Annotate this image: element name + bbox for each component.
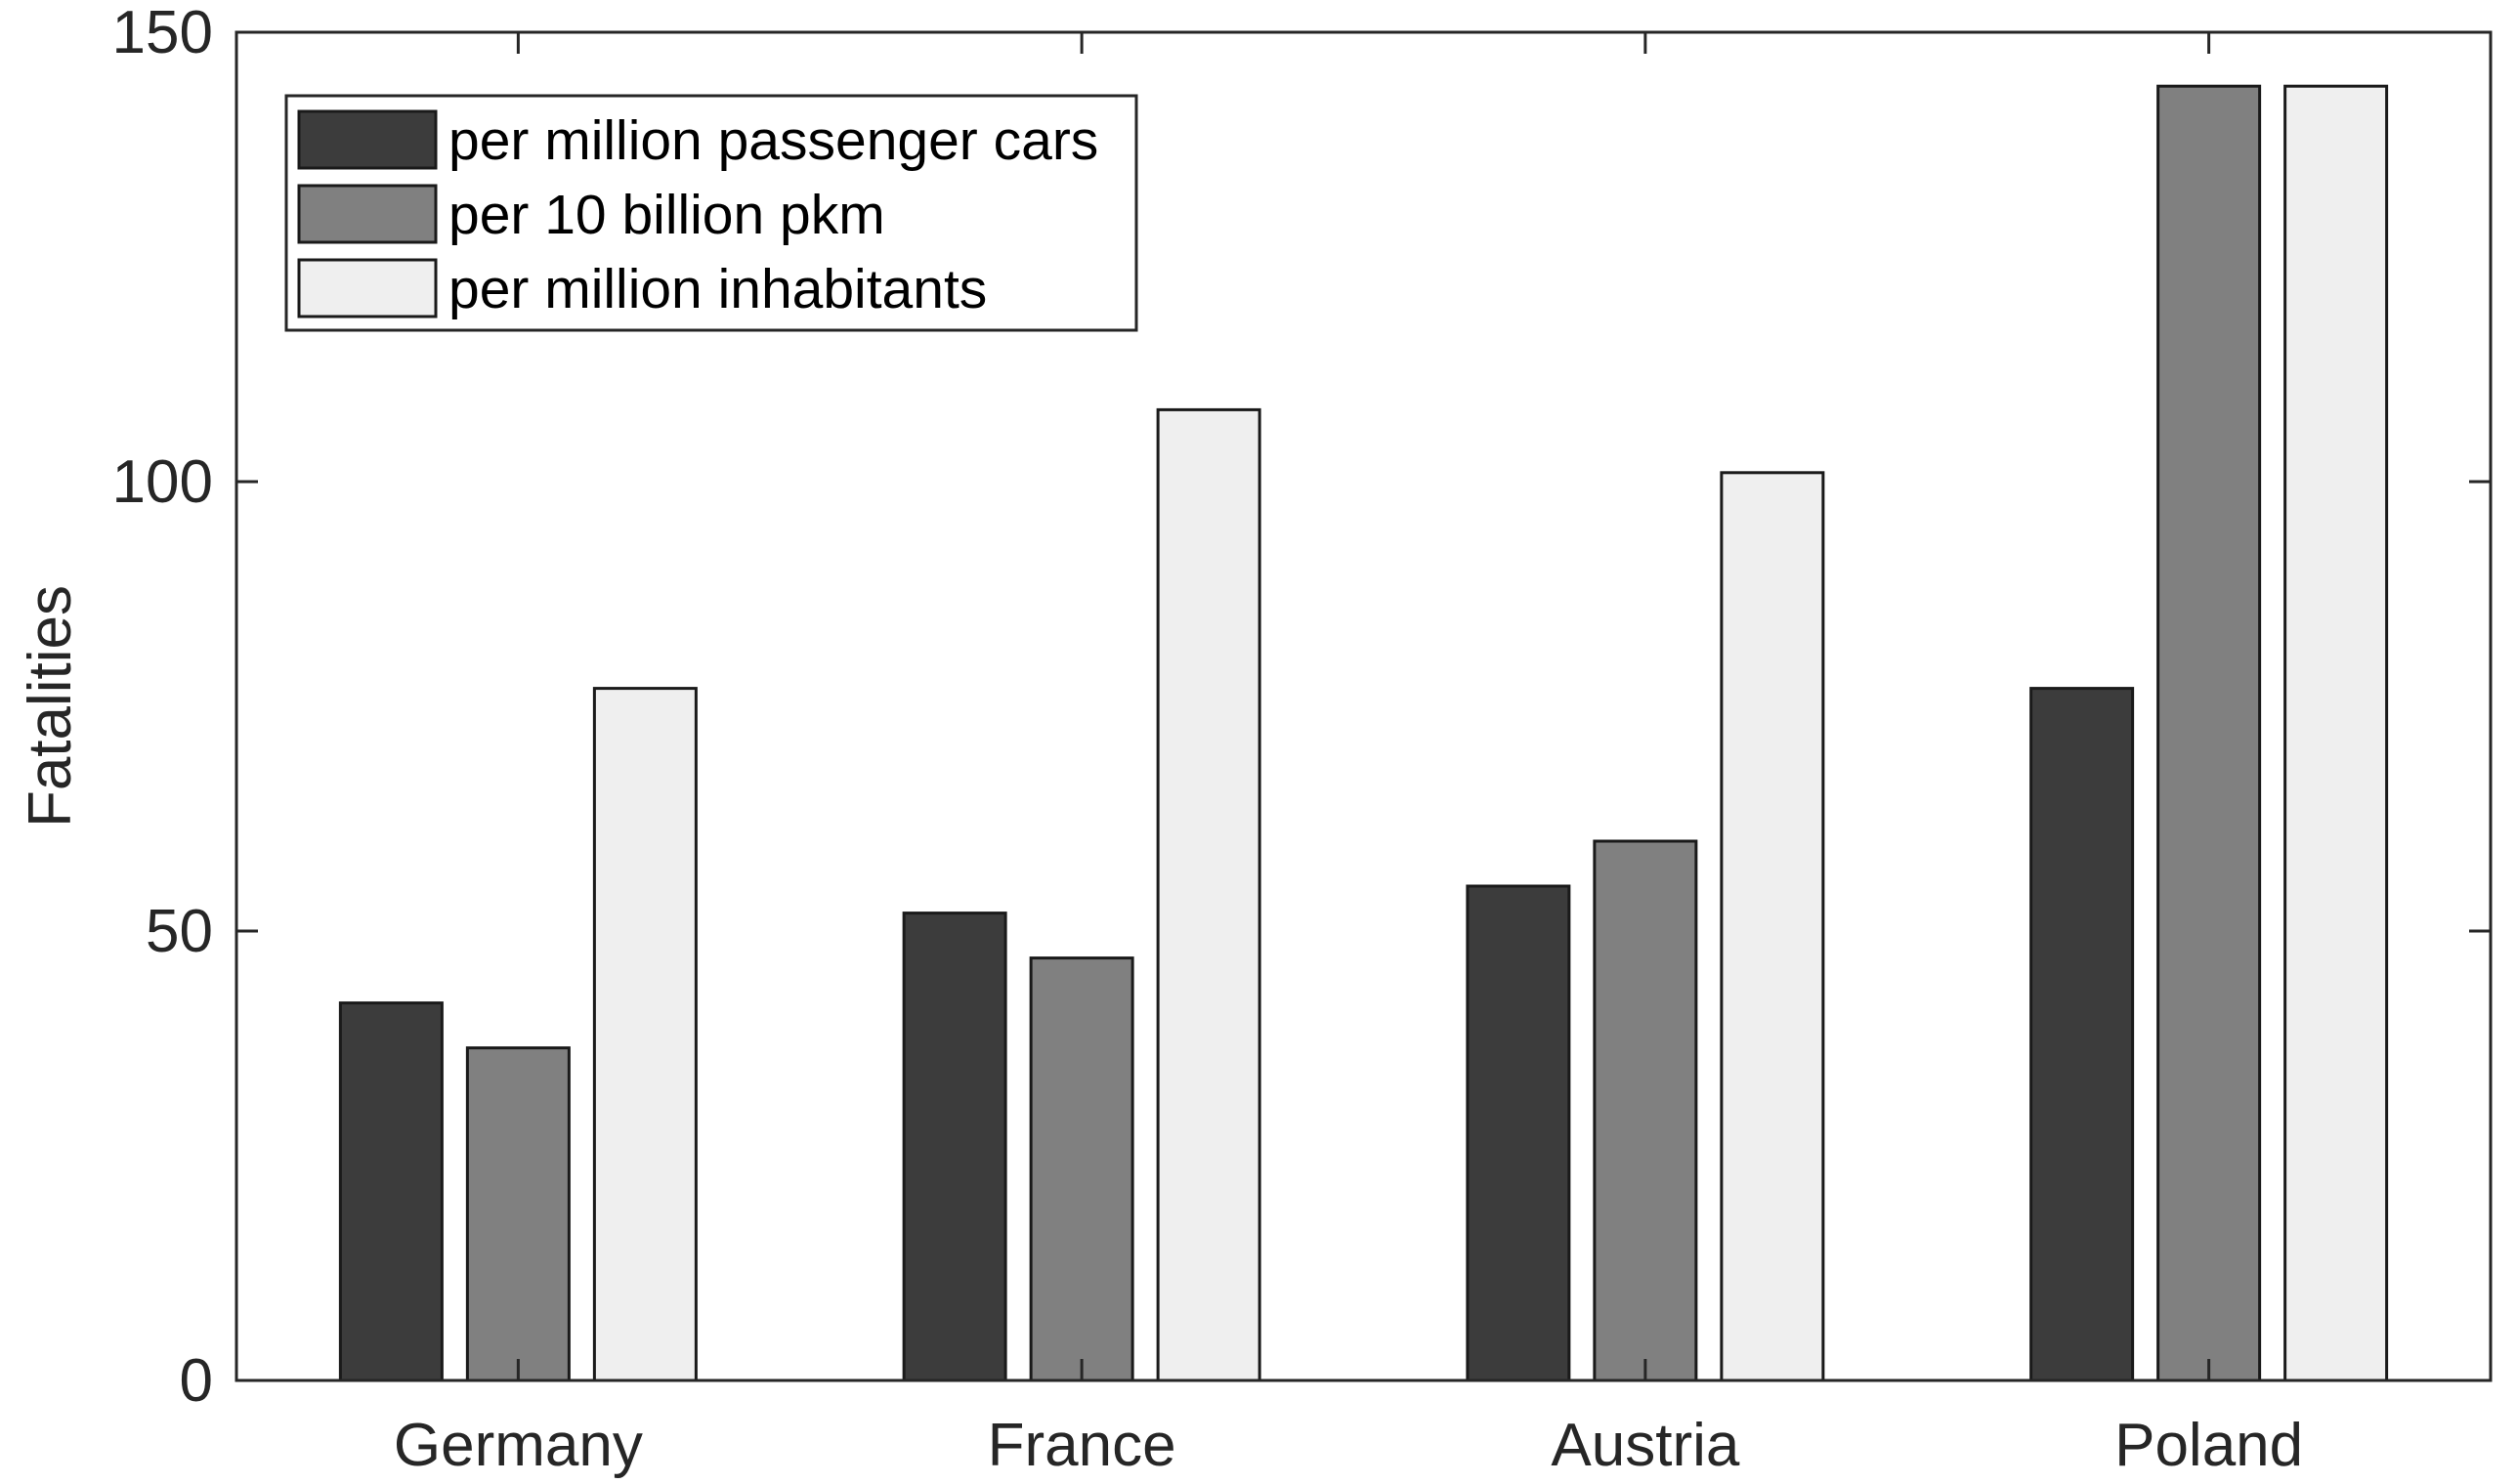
legend-swatch-per-million-passenger-cars [297,109,438,170]
legend-swatch-per-10-billion-pkm [297,184,438,244]
bar-france-per-million-passenger-cars [902,912,1007,1382]
bar-poland-per-10-billion-pkm [2156,84,2262,1382]
bars-layer [338,84,2389,1382]
legend-item-per-million-passenger-cars[interactable]: per million passenger cars [297,109,1098,172]
x-tick-label-poland: Poland [2114,1412,2303,1479]
legend-label-per-million-inhabitants: per million inhabitants [448,258,987,320]
x-tick-label-austria: Austria [1551,1412,1739,1479]
legend-swatch-per-million-inhabitants [297,258,438,318]
bar-france-per-10-billion-pkm [1029,956,1134,1382]
y-tick-label-150: 150 [112,0,213,66]
y-tick-label-0: 0 [180,1347,213,1415]
legend-label-per-10-billion-pkm: per 10 billion pkm [448,184,885,246]
bar-austria-per-10-billion-pkm [1593,839,1698,1382]
plot-frame [235,30,2493,1382]
bar-austria-per-million-inhabitants [1720,471,1825,1382]
y-tick-label-100: 100 [112,448,213,516]
bar-germany-per-10-billion-pkm [465,1046,571,1382]
bar-poland-per-million-passenger-cars [2029,687,2135,1382]
legend[interactable]: per million passenger cars per 10 billion… [284,94,1138,332]
legend-item-per-10-billion-pkm[interactable]: per 10 billion pkm [297,184,885,246]
bar-germany-per-million-inhabitants [592,687,698,1382]
bar-poland-per-million-inhabitants [2283,84,2389,1382]
legend-label-per-million-passenger-cars: per million passenger cars [448,109,1098,172]
bar-austria-per-million-passenger-cars [1466,884,1571,1382]
bar-france-per-million-inhabitants [1156,407,1261,1382]
axes-layer [235,30,2493,1382]
x-tick-label-france: France [988,1412,1176,1479]
y-tick-label-50: 50 [146,898,213,965]
legend-item-per-million-inhabitants[interactable]: per million inhabitants [297,258,987,320]
labels-layer: 0 50 100 150 Germany France Austria Poland Fatal… [17,0,2303,1479]
x-tick-label-germany: Germany [394,1412,643,1479]
bar-germany-per-million-passenger-cars [338,1001,444,1382]
y-axis-title: Fatalities [17,585,84,827]
